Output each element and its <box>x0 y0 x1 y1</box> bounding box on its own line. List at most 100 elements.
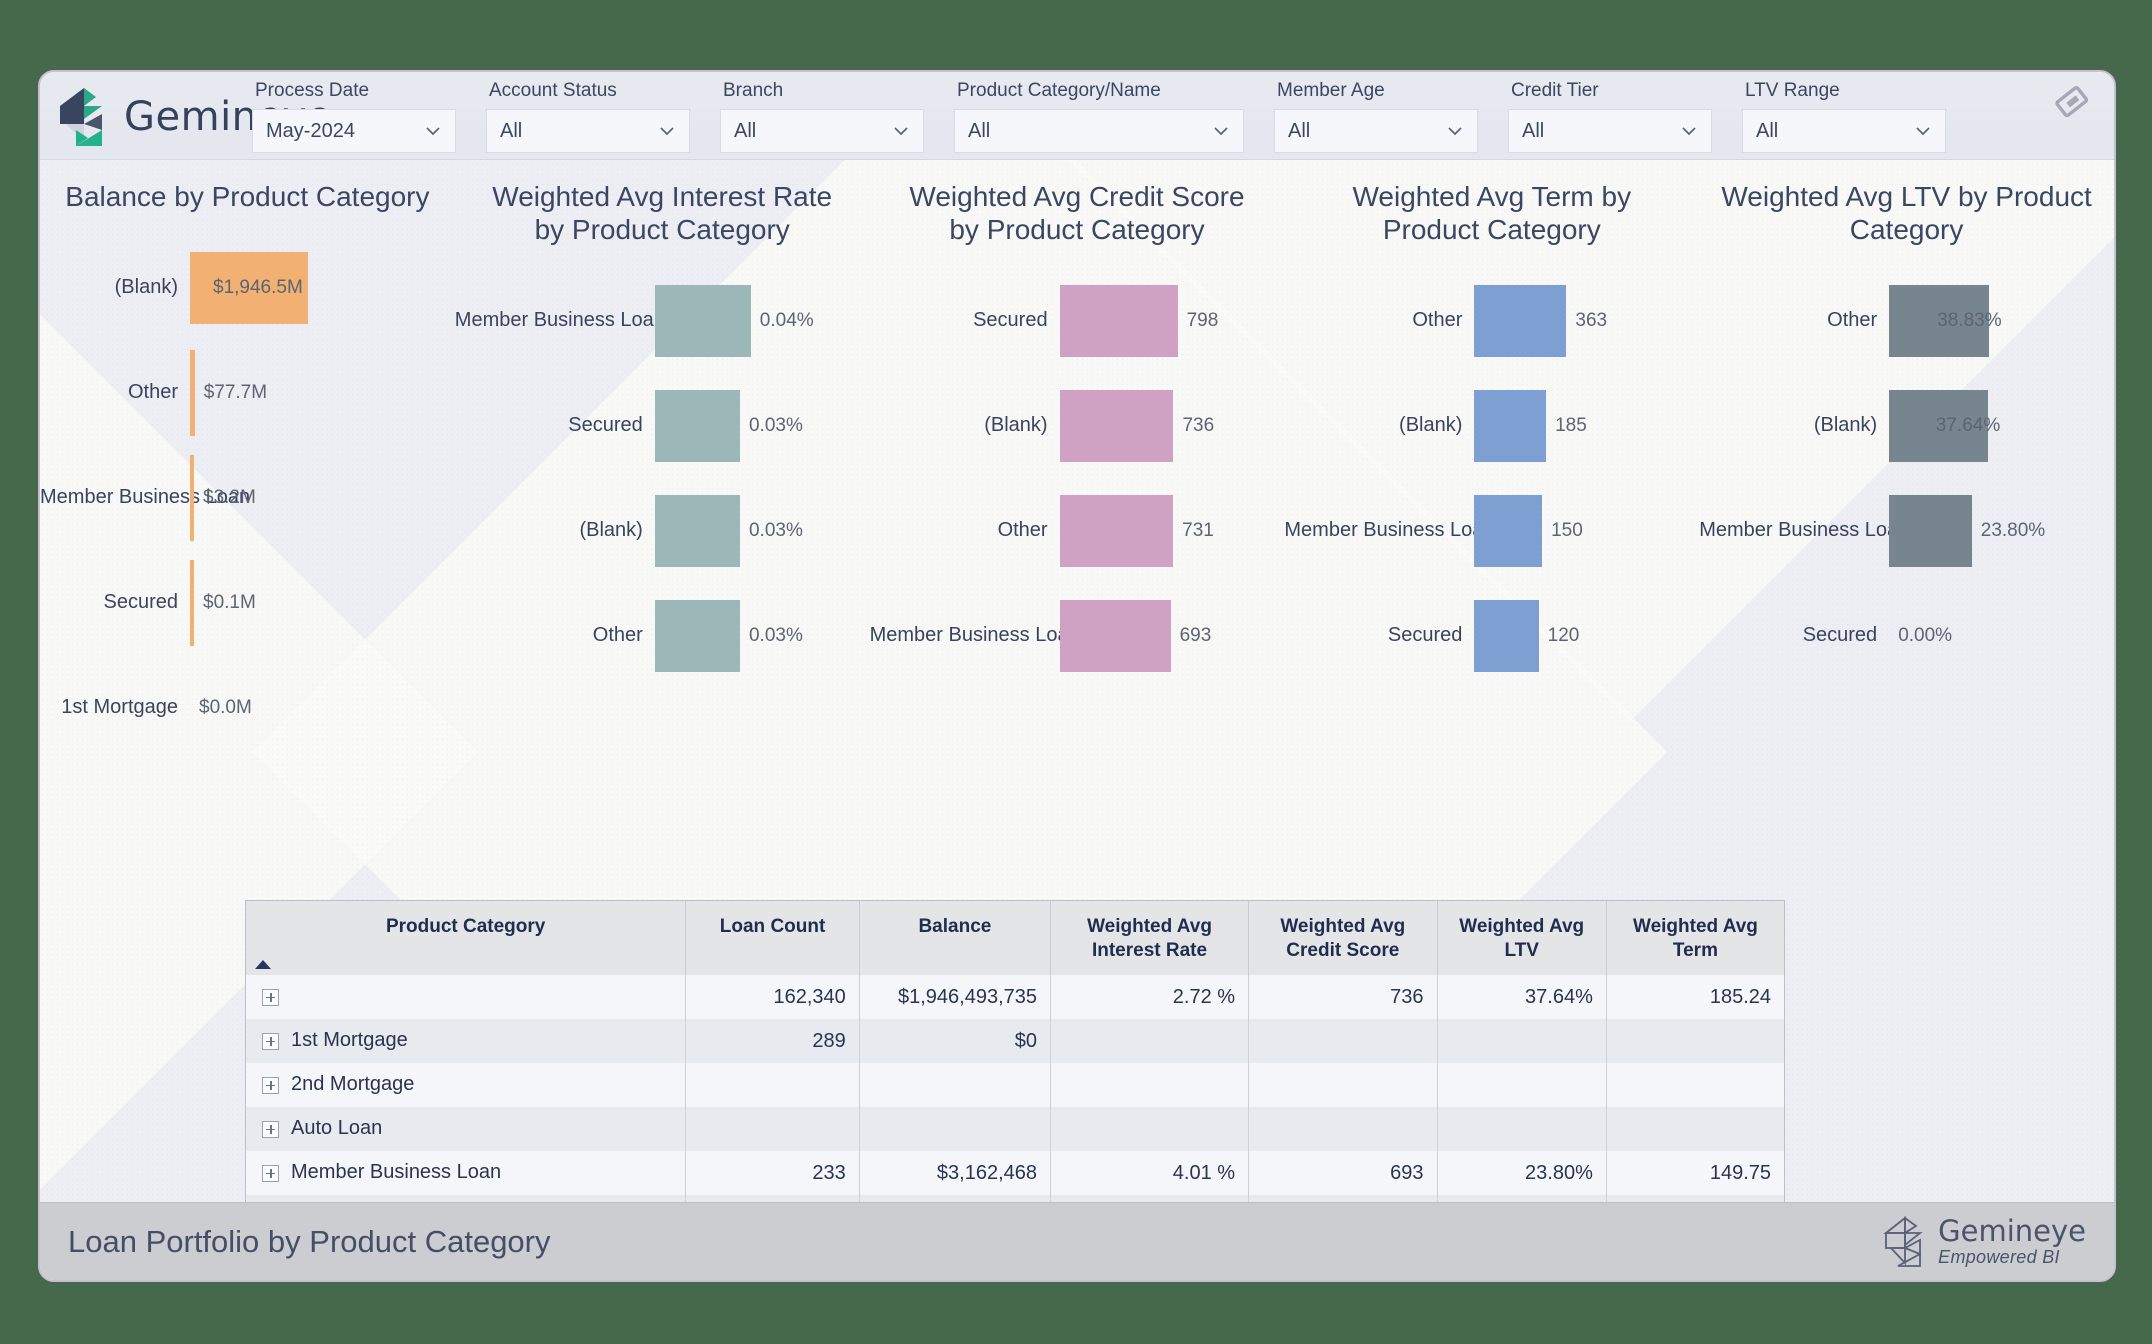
chart-bar-row[interactable]: Secured 798 <box>870 268 1285 373</box>
filter-ltv-range[interactable]: LTV Range All <box>1742 80 1946 153</box>
bar-rect[interactable] <box>1059 494 1174 567</box>
bar-rect[interactable] <box>654 494 740 567</box>
chart-bar-row[interactable]: Other 0.03% <box>455 583 870 688</box>
bar-value-label: 37.64% <box>1935 414 2001 436</box>
chart-bar-row[interactable]: Member Business Loan 23.80% <box>1699 478 2114 583</box>
filter-dropdown[interactable]: All <box>1274 109 1478 153</box>
chart-bar-row[interactable]: Secured 0.03% <box>455 373 870 478</box>
filter-dropdown[interactable]: All <box>954 109 1244 153</box>
chart-weighted-avg-term[interactable]: Weighted Avg Term by Product Category Ot… <box>1284 160 1699 860</box>
bar-rect[interactable] <box>1889 494 1972 567</box>
row-category-cell[interactable]: 1st Mortgage <box>246 1019 687 1063</box>
filter-product-category-name[interactable]: Product Category/Name All <box>954 80 1244 153</box>
table-row[interactable]: Member Business Loan 233 $3,162,468 4.01 % 6… <box>246 1151 1784 1195</box>
filter-account-status[interactable]: Account Status All <box>486 80 690 153</box>
row-category-cell[interactable]: 2nd Mortgage <box>246 1063 687 1107</box>
column-header-balance[interactable]: Balance <box>859 901 1052 975</box>
chart-bar-row[interactable]: Member Business Loan 693 <box>870 583 1285 688</box>
row-category-cell[interactable]: Auto Loan <box>246 1107 687 1151</box>
table-row[interactable]: 162,340 $1,946,493,735 2.72 % 736 37.64% 185.… <box>246 975 1784 1019</box>
chart-weighted-avg-interest-rate[interactable]: Weighted Avg Interest Rate by Product Ca… <box>455 160 870 860</box>
chart-bar-row[interactable]: (Blank) 736 <box>870 373 1285 478</box>
chart-bar-row[interactable]: Member Business Loan $3.2M <box>40 445 455 550</box>
filter-dropdown[interactable]: All <box>486 109 690 153</box>
cell-score <box>1248 1019 1438 1063</box>
bar-rect[interactable] <box>190 454 194 541</box>
filter-dropdown[interactable]: All <box>720 109 924 153</box>
filter-credit-tier[interactable]: Credit Tier All <box>1508 80 1712 153</box>
bar-rect[interactable] <box>1059 389 1174 462</box>
bar-rect[interactable] <box>654 599 740 672</box>
chart-bar-row[interactable]: Other 363 <box>1284 268 1699 373</box>
filter-branch[interactable]: Branch All <box>720 80 924 153</box>
bar-rect[interactable] <box>654 284 751 357</box>
expand-row-icon[interactable] <box>262 988 279 1006</box>
column-header-weighted-avg-interest-rate[interactable]: Weighted Avg Interest Rate <box>1050 901 1250 975</box>
chevron-down-icon <box>1682 127 1696 136</box>
chart-bar-row[interactable]: Secured $0.1M <box>40 550 455 655</box>
filter-value: All <box>1756 119 1779 142</box>
chevron-down-icon <box>1214 127 1228 136</box>
bar-category-label: (Blank) <box>114 276 178 299</box>
filter-dropdown[interactable]: All <box>1742 109 1946 153</box>
bar-track: 736 <box>1059 389 1285 462</box>
cell-ltv <box>1437 1063 1607 1107</box>
bar-value-label: 736 <box>1182 414 1215 436</box>
chart-bar-row[interactable]: Other 38.83% <box>1699 268 2114 373</box>
bar-rect[interactable] <box>1059 284 1178 357</box>
chart-bar-row[interactable]: Secured 120 <box>1284 583 1699 688</box>
table-row[interactable]: 2nd Mortgage <box>246 1063 1784 1107</box>
bar-rect[interactable] <box>654 389 740 462</box>
chart-bar-row[interactable]: Other 731 <box>870 478 1285 583</box>
column-header-weighted-avg-credit-score[interactable]: Weighted Avg Credit Score <box>1248 901 1438 975</box>
chart-bar-row[interactable]: Member Business Loan 0.04% <box>455 268 870 373</box>
table-row[interactable]: 1st Mortgage 289 $0 <box>246 1019 1784 1063</box>
filter-dropdown[interactable]: All <box>1508 109 1712 153</box>
bar-track: 38.83% <box>1889 284 2114 357</box>
bar-rect[interactable] <box>1474 389 1547 462</box>
cell-rate <box>1050 1107 1250 1151</box>
bar-rect[interactable] <box>1474 599 1539 672</box>
chart-bar-row[interactable]: Secured 0.00% <box>1699 583 2114 688</box>
cell-balance: $3,162,468 <box>859 1151 1052 1195</box>
filter-process-date[interactable]: Process Date May-2024 <box>252 80 456 153</box>
bar-track: 0.03% <box>654 389 870 462</box>
chart-bar-row[interactable]: Other $77.7M <box>40 340 455 445</box>
row-category-cell[interactable]: Member Business Loan <box>246 1151 687 1195</box>
chart-balance-by-product-category[interactable]: Balance by Product Category (Blank) $1,94… <box>40 160 455 860</box>
cell-balance: $0 <box>859 1019 1052 1063</box>
column-header-product-category[interactable]: Product Category <box>246 901 687 975</box>
chart-bar-row[interactable]: 1st Mortgage $0.0M <box>40 655 455 760</box>
bar-track: 0.03% <box>654 599 870 672</box>
chart-bar-row[interactable]: (Blank) 0.03% <box>455 478 870 583</box>
chart-bar-row[interactable]: Member Business Loan 150 <box>1284 478 1699 583</box>
chart-weighted-avg-credit-score[interactable]: Weighted Avg Credit Score by Product Cat… <box>870 160 1285 860</box>
expand-row-icon[interactable] <box>262 1076 279 1094</box>
table-row[interactable]: Auto Loan <box>246 1107 1784 1151</box>
bar-rect[interactable] <box>190 349 195 436</box>
chart-bar-row[interactable]: (Blank) 37.64% <box>1699 373 2114 478</box>
column-header-weighted-avg-ltv[interactable]: Weighted Avg LTV <box>1437 901 1607 975</box>
bar-rect[interactable] <box>190 559 194 646</box>
expand-row-icon[interactable] <box>262 1164 279 1182</box>
column-header-weighted-avg-term[interactable]: Weighted Avg Term <box>1606 901 1784 975</box>
report-header: Gemineye Process Date May-2024 Account S… <box>40 72 2114 160</box>
row-category-cell[interactable] <box>246 975 687 1019</box>
bar-rect[interactable] <box>1474 494 1543 567</box>
cell-term <box>1606 1019 1784 1063</box>
filter-dropdown[interactable]: May-2024 <box>252 109 456 153</box>
bar-category-label: Member Business Loan <box>869 624 1080 647</box>
bar-rect[interactable] <box>1474 284 1567 357</box>
gemineye-logo-outline-icon <box>1883 1215 1923 1267</box>
expand-row-icon[interactable] <box>262 1120 279 1138</box>
filter-label: LTV Range <box>1745 80 1840 101</box>
chart-bar-row[interactable]: (Blank) $1,946.5M <box>40 235 455 340</box>
chart-bar-row[interactable]: (Blank) 185 <box>1284 373 1699 478</box>
column-header-loan-count[interactable]: Loan Count <box>685 901 860 975</box>
tag-icon[interactable] <box>2052 82 2092 122</box>
filter-value: All <box>1522 119 1545 142</box>
bar-rect[interactable] <box>1059 599 1171 672</box>
expand-row-icon[interactable] <box>262 1032 279 1050</box>
chart-weighted-avg-ltv[interactable]: Weighted Avg LTV by Product Category Oth… <box>1699 160 2114 860</box>
filter-member-age[interactable]: Member Age All <box>1274 80 1478 153</box>
